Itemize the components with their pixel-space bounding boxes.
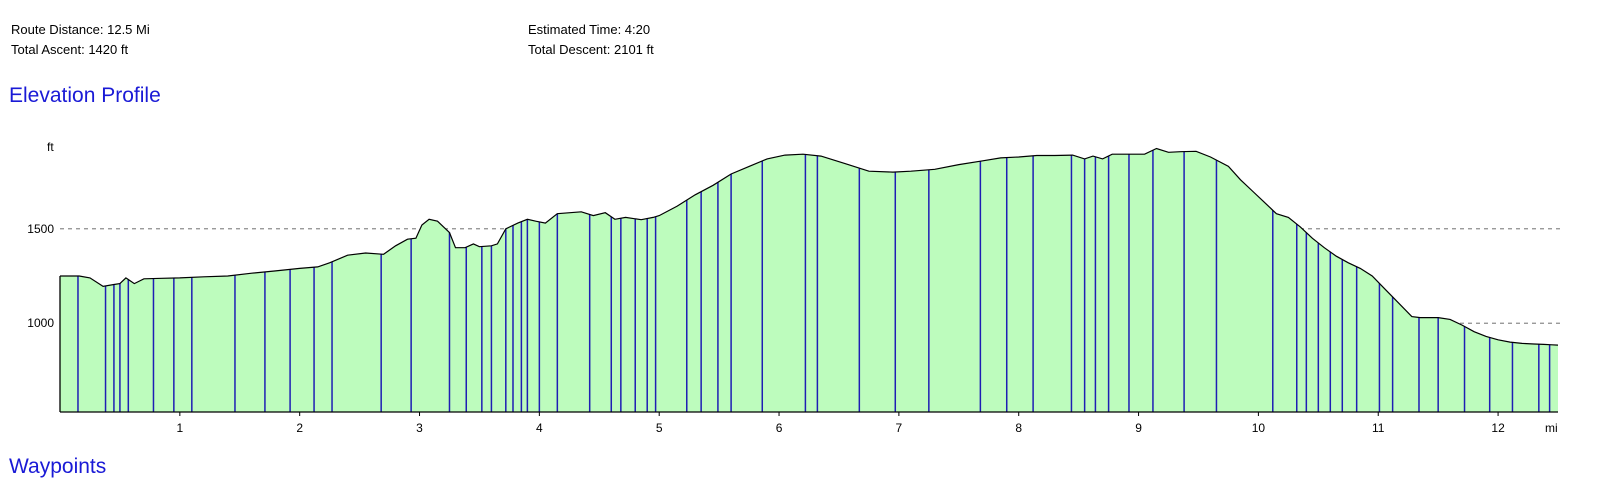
x-tick-labels: 1 2 3 4 5 6 7 8 9 10 11 12 <box>176 412 1505 435</box>
estimated-time: Estimated Time: 4:20 <box>528 22 651 37</box>
elevation-profile-title: Elevation Profile <box>9 84 161 107</box>
x-tick-5: 5 <box>656 421 663 435</box>
route-distance: Route Distance: 12.5 Mi <box>11 22 150 37</box>
x-tick-4: 4 <box>536 421 543 435</box>
x-tick-8: 8 <box>1015 421 1022 435</box>
y-axis-unit-label: ft <box>47 140 54 154</box>
waypoint-lines <box>77 150 1551 412</box>
x-tick-6: 6 <box>776 421 783 435</box>
x-tick-3: 3 <box>416 421 423 435</box>
x-tick-7: 7 <box>896 421 903 435</box>
x-tick-1: 1 <box>176 421 183 435</box>
y-tick-1500: 1500 <box>27 222 54 236</box>
total-ascent: Total Ascent: 1420 ft <box>11 42 129 57</box>
x-axis-unit-label: mi <box>1545 421 1558 435</box>
y-tick-labels: 1000 1500 <box>27 222 54 330</box>
waypoints-title: Waypoints <box>9 455 107 478</box>
total-descent: Total Descent: 2101 ft <box>528 42 654 57</box>
x-tick-9: 9 <box>1135 421 1142 435</box>
x-tick-10: 10 <box>1252 421 1266 435</box>
elevation-line <box>60 147 1559 346</box>
x-tick-2: 2 <box>296 421 303 435</box>
x-tick-11: 11 <box>1372 421 1385 435</box>
y-tick-1000: 1000 <box>27 316 54 330</box>
elevation-area <box>60 148 1558 412</box>
x-tick-12: 12 <box>1491 421 1505 435</box>
